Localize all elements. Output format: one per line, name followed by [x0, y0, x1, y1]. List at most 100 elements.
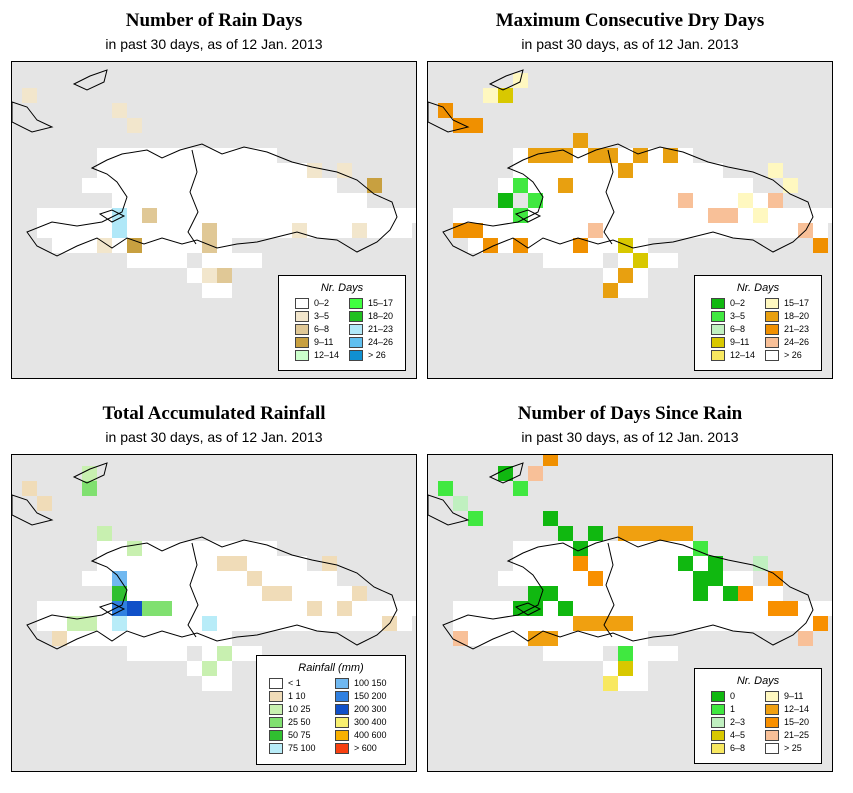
panel-title: Number of Rain Days — [125, 10, 303, 31]
grid-cell — [558, 148, 573, 163]
grid-cell — [693, 541, 708, 556]
grid-cell — [753, 208, 768, 223]
grid-cell — [277, 586, 292, 601]
grid-cell — [693, 586, 708, 601]
legend-swatch — [765, 324, 779, 335]
land-cell — [37, 616, 412, 631]
legend-swatch — [349, 350, 363, 361]
grid-cell — [618, 526, 633, 541]
grid-cell — [112, 616, 127, 631]
grid-cell — [292, 223, 307, 238]
grid-cell — [618, 646, 633, 661]
coastline-cuba — [428, 494, 470, 526]
grid-cell — [663, 148, 678, 163]
land-cell — [453, 223, 828, 238]
grid-cell — [648, 526, 663, 541]
coastline — [442, 536, 814, 650]
legend-label: 75 100 — [288, 743, 316, 753]
legend-label: < 1 — [288, 678, 301, 688]
grid-cell — [528, 586, 543, 601]
legend-label: 9–11 — [784, 691, 804, 701]
legend-swatch — [711, 704, 725, 715]
coastline-island — [488, 462, 524, 484]
grid-cell — [543, 511, 558, 526]
grid-cell — [633, 148, 648, 163]
grid-cell — [142, 601, 157, 616]
border-line — [187, 149, 199, 245]
land-cell — [202, 283, 232, 298]
lake-outline — [514, 602, 542, 616]
legend-label: 10 25 — [288, 704, 311, 714]
panel-subtitle: in past 30 days, as of 12 Jan. 2013 — [105, 36, 323, 52]
legend: Nr. Days 0–2 3–5 6–8 9–11 12–14 15–17 18–20 21–… — [694, 275, 822, 371]
grid-cell — [112, 103, 127, 118]
days-since-rain-grid — [428, 455, 832, 691]
coastline-cuba — [428, 101, 470, 133]
legend-swatch — [335, 717, 349, 728]
land-cell — [97, 163, 307, 178]
legend-label: 400 600 — [354, 730, 387, 740]
value-cells — [438, 455, 828, 691]
panel-title: Maximum Consecutive Dry Days — [495, 10, 765, 31]
land-cell — [513, 556, 723, 571]
land-cell — [82, 178, 337, 193]
grid-cell — [483, 88, 498, 103]
map-rain-days: Nr. Days 0–2 3–5 6–8 9–11 12–14 15–17 18–20 21–… — [11, 61, 417, 379]
grid-cell — [723, 208, 738, 223]
legend-label: 15–17 — [784, 298, 810, 308]
grid-cell — [82, 466, 97, 481]
land-cell — [127, 253, 187, 268]
legend-swatch — [765, 337, 779, 348]
coastline-cuba — [12, 494, 54, 526]
grid-cell — [588, 223, 603, 238]
legend-swatch — [335, 704, 349, 715]
legend-label: > 26 — [368, 350, 386, 360]
legend-swatch — [335, 730, 349, 741]
land-cell — [112, 193, 367, 208]
grid-cell — [768, 193, 783, 208]
coastline — [26, 143, 398, 257]
land-cells — [453, 541, 832, 691]
grid-cell — [438, 481, 453, 496]
grid-cell — [678, 526, 693, 541]
panel-subtitle: in past 30 days, as of 12 Jan. 2013 — [521, 429, 739, 445]
grid-cell — [708, 556, 723, 571]
panel-days-since-rain: Number of Days Since Rain in past 30 day… — [427, 393, 833, 773]
grid-cell — [217, 556, 232, 571]
legend-label: 300 400 — [354, 717, 387, 727]
legend-swatch — [711, 691, 725, 702]
rain-days-grid — [12, 69, 416, 298]
legend-label: 21–23 — [784, 324, 810, 334]
land-cell — [202, 676, 232, 691]
grid-cell — [783, 178, 798, 193]
grid-cell — [82, 616, 97, 631]
land-cell — [618, 283, 648, 298]
grid-cell — [573, 556, 588, 571]
value-cells — [22, 466, 397, 676]
grid-cell — [528, 193, 543, 208]
grid-cell — [112, 223, 127, 238]
land-cell — [127, 646, 187, 661]
panel-max-dry-days: Maximum Consecutive Dry Days in past 30 … — [427, 0, 833, 380]
legend-label: 12–14 — [314, 350, 340, 360]
grid-cell — [663, 526, 678, 541]
legend-label: 9–11 — [730, 337, 750, 347]
grid-cell — [708, 208, 723, 223]
legend-label: > 26 — [784, 350, 802, 360]
legend-label: 15–20 — [784, 717, 810, 727]
grid-cell — [262, 586, 277, 601]
legend-label: 1 — [730, 704, 736, 714]
legend-label: 4–5 — [730, 730, 746, 740]
legend: Nr. Days 0–2 3–5 6–8 9–11 12–14 15–17 18–20 21–… — [278, 275, 406, 371]
legend-label: 24–26 — [368, 337, 394, 347]
land-cell — [52, 631, 232, 646]
legend-label: 2–3 — [730, 717, 746, 727]
lake-outline — [98, 209, 126, 223]
land-cell — [543, 646, 603, 661]
legend-label: 150 200 — [354, 691, 387, 701]
legend-swatch — [269, 717, 283, 728]
grid-cell — [588, 526, 603, 541]
land-cell — [618, 676, 648, 691]
grid-cell — [157, 601, 172, 616]
grid-cell — [738, 193, 753, 208]
